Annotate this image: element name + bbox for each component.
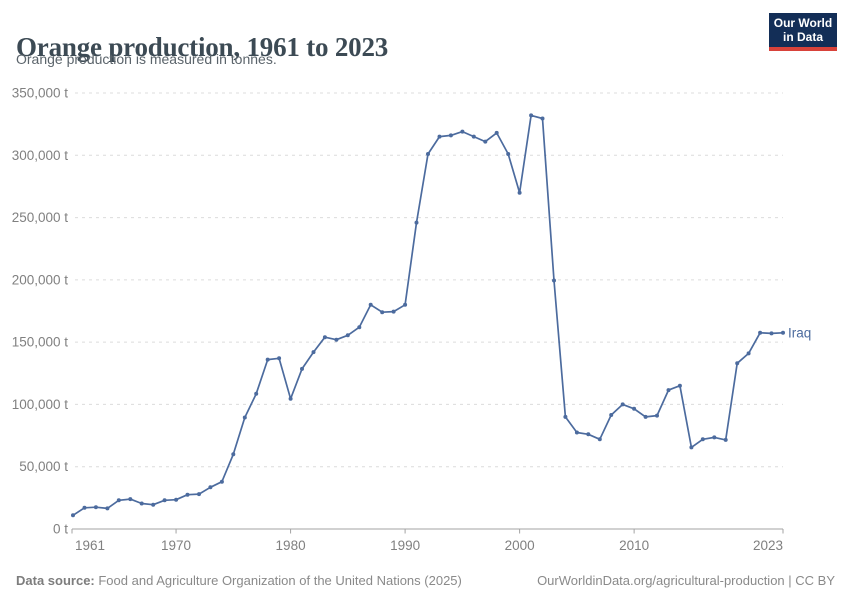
data-point[interactable] bbox=[689, 445, 694, 450]
data-point[interactable] bbox=[563, 414, 568, 419]
svg-text:1990: 1990 bbox=[390, 538, 420, 553]
data-point[interactable] bbox=[700, 437, 705, 442]
entity-label[interactable]: Iraq bbox=[788, 325, 811, 340]
data-point[interactable] bbox=[345, 333, 350, 338]
data-point[interactable] bbox=[116, 498, 121, 503]
data-point[interactable] bbox=[357, 325, 362, 330]
data-point[interactable] bbox=[460, 129, 465, 134]
data-point[interactable] bbox=[208, 485, 213, 490]
data-point[interactable] bbox=[506, 152, 511, 156]
data-point[interactable] bbox=[231, 452, 236, 457]
svg-text:1961: 1961 bbox=[75, 538, 105, 553]
data-point[interactable] bbox=[609, 413, 614, 417]
data-point[interactable] bbox=[643, 414, 648, 419]
data-point[interactable] bbox=[586, 432, 591, 437]
svg-text:300,000 t: 300,000 t bbox=[12, 148, 69, 163]
data-point[interactable] bbox=[105, 506, 110, 511]
data-point[interactable] bbox=[529, 113, 534, 118]
data-point[interactable] bbox=[300, 366, 304, 371]
data-point[interactable] bbox=[151, 502, 156, 507]
data-point[interactable] bbox=[494, 130, 499, 135]
data-point[interactable] bbox=[781, 330, 785, 335]
x-axis: 1961 1970 1980 1990 2000 2010 2023 bbox=[71, 528, 784, 553]
footer-link[interactable]: OurWorldinData.org/agricultural-producti… bbox=[537, 573, 835, 588]
data-point[interactable] bbox=[666, 388, 671, 393]
data-point[interactable] bbox=[769, 331, 774, 336]
data-point[interactable] bbox=[414, 220, 419, 225]
data-point[interactable] bbox=[93, 505, 98, 510]
svg-text:2010: 2010 bbox=[619, 538, 649, 553]
owid-logo-line1: Our World bbox=[773, 16, 833, 30]
svg-text:150,000 t: 150,000 t bbox=[12, 335, 69, 350]
data-point[interactable] bbox=[735, 361, 740, 366]
owid-logo-line2: in Data bbox=[782, 30, 823, 44]
svg-text:0 t: 0 t bbox=[53, 522, 68, 537]
data-point[interactable] bbox=[677, 383, 682, 388]
chart-title: Orange production, 1961 to 2023 bbox=[16, 32, 389, 63]
data-source-text: Food and Agriculture Organization of the… bbox=[94, 573, 462, 588]
data-point[interactable] bbox=[620, 402, 625, 407]
data-point[interactable] bbox=[71, 513, 75, 518]
svg-text:2000: 2000 bbox=[505, 538, 535, 553]
data-point[interactable] bbox=[219, 479, 224, 484]
data-point[interactable] bbox=[632, 406, 637, 411]
data-point[interactable] bbox=[334, 337, 339, 342]
data-point[interactable] bbox=[174, 497, 179, 502]
svg-text:1980: 1980 bbox=[276, 538, 306, 553]
data-point[interactable] bbox=[139, 501, 144, 506]
data-point[interactable] bbox=[712, 435, 717, 440]
chart-area[interactable]: 0 t 50,000 t 100,000 t 150,000 t 200,000 t 25… bbox=[0, 80, 850, 555]
svg-text:100,000 t: 100,000 t bbox=[12, 397, 69, 412]
data-point[interactable] bbox=[185, 492, 190, 497]
data-point[interactable] bbox=[655, 413, 659, 418]
data-point[interactable] bbox=[403, 302, 408, 307]
data-point[interactable] bbox=[242, 415, 247, 420]
svg-text:350,000 t: 350,000 t bbox=[12, 86, 69, 101]
gridlines-group: 0 t 50,000 t 100,000 t 150,000 t 200,000 t 25… bbox=[12, 86, 783, 537]
data-point[interactable] bbox=[197, 492, 201, 497]
data-point[interactable] bbox=[483, 139, 488, 144]
data-point[interactable] bbox=[162, 498, 167, 503]
data-point[interactable] bbox=[574, 430, 579, 435]
data-point[interactable] bbox=[471, 134, 476, 139]
data-point[interactable] bbox=[322, 335, 327, 340]
data-point[interactable] bbox=[723, 437, 728, 442]
data-point[interactable] bbox=[426, 152, 430, 156]
data-point[interactable] bbox=[758, 330, 763, 335]
data-point[interactable] bbox=[368, 302, 373, 307]
data-point[interactable] bbox=[517, 190, 522, 195]
data-point[interactable] bbox=[254, 391, 259, 396]
svg-text:250,000 t: 250,000 t bbox=[12, 210, 69, 225]
series-line-iraq[interactable] bbox=[72, 114, 784, 517]
data-point[interactable] bbox=[746, 351, 751, 356]
data-point[interactable] bbox=[265, 357, 270, 362]
owid-logo[interactable]: Our World in Data bbox=[769, 13, 837, 51]
data-point[interactable] bbox=[448, 133, 453, 138]
chart-footer: Data source: Food and Agriculture Organi… bbox=[16, 573, 835, 588]
data-point[interactable] bbox=[380, 310, 385, 315]
data-point[interactable] bbox=[277, 356, 282, 361]
data-point[interactable] bbox=[540, 116, 545, 121]
data-point[interactable] bbox=[597, 437, 602, 442]
data-source-note: Data source: Food and Agriculture Organi… bbox=[16, 573, 462, 588]
data-point[interactable] bbox=[128, 497, 133, 502]
svg-text:1970: 1970 bbox=[161, 538, 191, 553]
data-point[interactable] bbox=[552, 278, 556, 283]
data-point[interactable] bbox=[311, 350, 316, 355]
data-source-label: Data source: bbox=[16, 573, 95, 588]
chart-subtitle: Orange production is measured in tonnes. bbox=[16, 51, 277, 67]
svg-text:200,000 t: 200,000 t bbox=[12, 272, 69, 287]
data-point[interactable] bbox=[391, 309, 396, 314]
data-point[interactable] bbox=[288, 396, 293, 401]
line-series bbox=[71, 113, 785, 518]
svg-text:2023: 2023 bbox=[753, 538, 783, 553]
chart-svg[interactable]: 0 t 50,000 t 100,000 t 150,000 t 200,000 t 25… bbox=[0, 80, 850, 555]
data-point[interactable] bbox=[82, 505, 87, 510]
data-point[interactable] bbox=[437, 134, 442, 139]
svg-text:50,000 t: 50,000 t bbox=[19, 459, 68, 474]
